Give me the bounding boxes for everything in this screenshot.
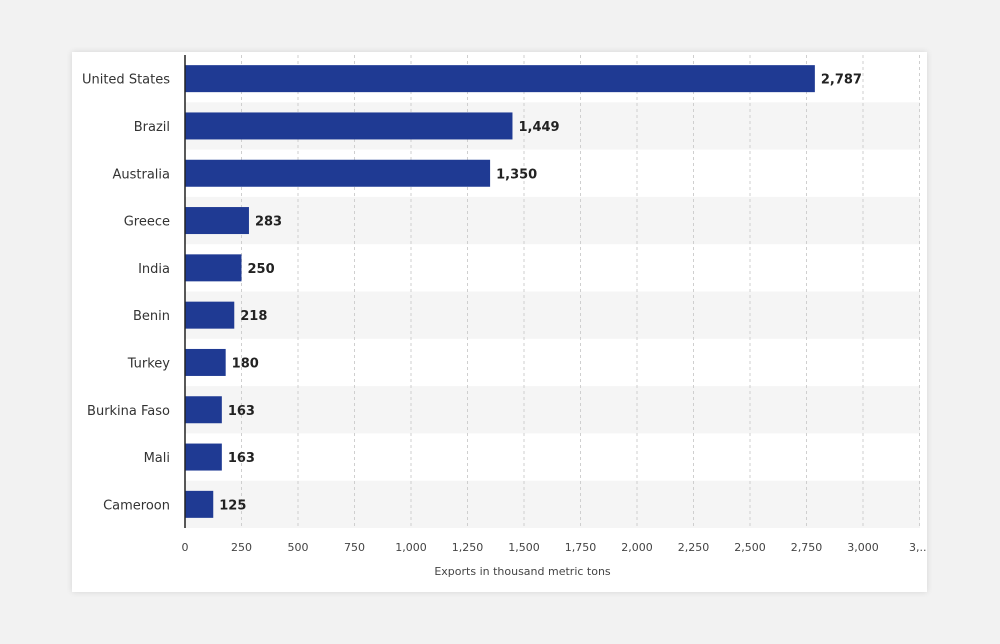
row-band xyxy=(185,480,920,528)
x-tick-label: 250 xyxy=(231,541,252,554)
bar xyxy=(185,65,815,93)
x-tick-label: 500 xyxy=(288,541,309,554)
row-band xyxy=(185,386,920,434)
category-label: Australia xyxy=(112,167,170,182)
x-tick-label: 1,250 xyxy=(452,541,484,554)
x-tick-label: 2,250 xyxy=(678,541,710,554)
bar xyxy=(185,301,235,329)
bars xyxy=(185,65,815,518)
category-label: Turkey xyxy=(127,356,171,371)
value-label: 218 xyxy=(240,309,267,324)
value-label: 125 xyxy=(219,498,246,513)
x-axis-title: Exports in thousand metric tons xyxy=(434,565,611,578)
x-tick-labels: 0 250 500 750 1,000 1,250 1,500 1,750 2,000 2,250… xyxy=(182,541,928,554)
bar xyxy=(185,396,222,424)
x-tick-label: 0 xyxy=(182,541,189,554)
bar xyxy=(185,207,249,235)
bar xyxy=(185,254,242,282)
category-label: Mali xyxy=(144,451,170,466)
category-label: India xyxy=(138,262,170,277)
bar xyxy=(185,443,222,471)
value-label: 163 xyxy=(228,404,255,419)
category-label: Burkina Faso xyxy=(87,404,170,419)
value-label: 1,350 xyxy=(496,167,537,182)
value-label: 163 xyxy=(228,451,255,466)
row-band xyxy=(185,291,920,339)
x-tick-label: 2,750 xyxy=(791,541,823,554)
x-tick-label: 1,000 xyxy=(395,541,427,554)
x-tick-label: 3,000 xyxy=(847,541,879,554)
category-labels: United States Brazil Australia Greece India B… xyxy=(82,73,170,514)
category-label: Brazil xyxy=(134,120,170,135)
category-label: United States xyxy=(82,73,170,88)
bar xyxy=(185,348,226,376)
value-labels: 2,787 1,449 1,350 283 250 218 180 163 163 125 xyxy=(219,73,862,514)
value-label: 250 xyxy=(248,262,275,277)
category-label: Cameroon xyxy=(103,498,170,513)
category-label: Greece xyxy=(124,215,170,230)
chart-card: United States Brazil Australia Greece India B… xyxy=(72,52,927,592)
bar-chart: United States Brazil Australia Greece India B… xyxy=(82,55,928,578)
x-tick-label: 2,500 xyxy=(734,541,766,554)
row-bands xyxy=(185,102,920,528)
bar xyxy=(185,159,491,187)
x-tick-label: 750 xyxy=(344,541,365,554)
bar xyxy=(185,112,513,140)
bar xyxy=(185,490,214,518)
x-tick-label: 1,500 xyxy=(508,541,540,554)
value-label: 1,449 xyxy=(518,120,559,135)
row-band xyxy=(185,196,920,245)
x-tick-label: 2,000 xyxy=(621,541,653,554)
value-label: 2,787 xyxy=(821,73,862,88)
value-label: 180 xyxy=(232,356,259,371)
x-tick-label: 1,750 xyxy=(565,541,597,554)
value-label: 283 xyxy=(255,215,282,230)
category-label: Benin xyxy=(133,309,170,324)
x-tick-label: 3,... xyxy=(909,541,927,554)
